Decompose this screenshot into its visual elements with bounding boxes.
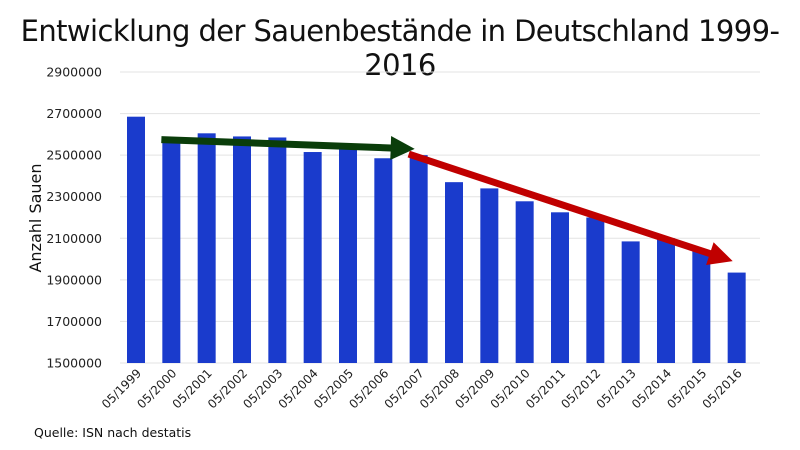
y-axis-label: Anzahl Sauen (26, 163, 45, 272)
arrow-shape (161, 136, 415, 160)
bar-05-2006 (374, 158, 393, 363)
y-tick-label: 1500000 (46, 356, 102, 371)
bar-05-2002 (233, 136, 251, 363)
bar-05-2008 (445, 182, 463, 363)
bar-05-2013 (621, 241, 640, 363)
bar-05-2011 (551, 212, 569, 363)
bar-05-2012 (586, 217, 605, 363)
y-tick-label: 2500000 (46, 148, 102, 163)
bar-05-2010 (515, 201, 534, 363)
bar-05-2015 (692, 250, 711, 363)
bar-05-2004 (303, 152, 322, 363)
bar-05-2016 (727, 272, 746, 363)
source-note: Quelle: ISN nach destatis (34, 425, 192, 440)
bars (127, 116, 746, 363)
bar-05-2001 (197, 133, 216, 363)
trend-arrow-2007-2016 (407, 150, 733, 265)
y-tick-label: 2900000 (46, 65, 102, 80)
bar-05-2000 (162, 142, 181, 363)
arrow-shape (407, 150, 733, 265)
chart-title: Entwicklung der Sauenbestände in Deutsch… (20, 14, 780, 82)
y-tick-label: 2100000 (46, 231, 102, 246)
y-axis-ticks: 1500000 1700000 1900000 2100000 2300000 25000… (46, 65, 102, 371)
bar-05-2005 (339, 146, 357, 363)
trend-arrow-1999-2006 (161, 136, 415, 160)
bar-05-2003 (268, 137, 287, 363)
y-tick-label: 2300000 (46, 189, 102, 204)
y-tick-label: 2700000 (46, 106, 102, 121)
bar-05-2009 (480, 188, 499, 363)
y-tick-label: 1900000 (46, 272, 102, 287)
annotations (161, 136, 733, 265)
x-axis-ticks: 05/199905/200005/200105/200205/200305/20… (99, 366, 745, 411)
y-tick-label: 1700000 (46, 314, 102, 329)
bar-05-2007 (409, 155, 428, 363)
x-tick-label: 05/2016 (700, 366, 745, 411)
bar-05-1999 (127, 116, 145, 363)
bar-05-2014 (657, 238, 675, 363)
